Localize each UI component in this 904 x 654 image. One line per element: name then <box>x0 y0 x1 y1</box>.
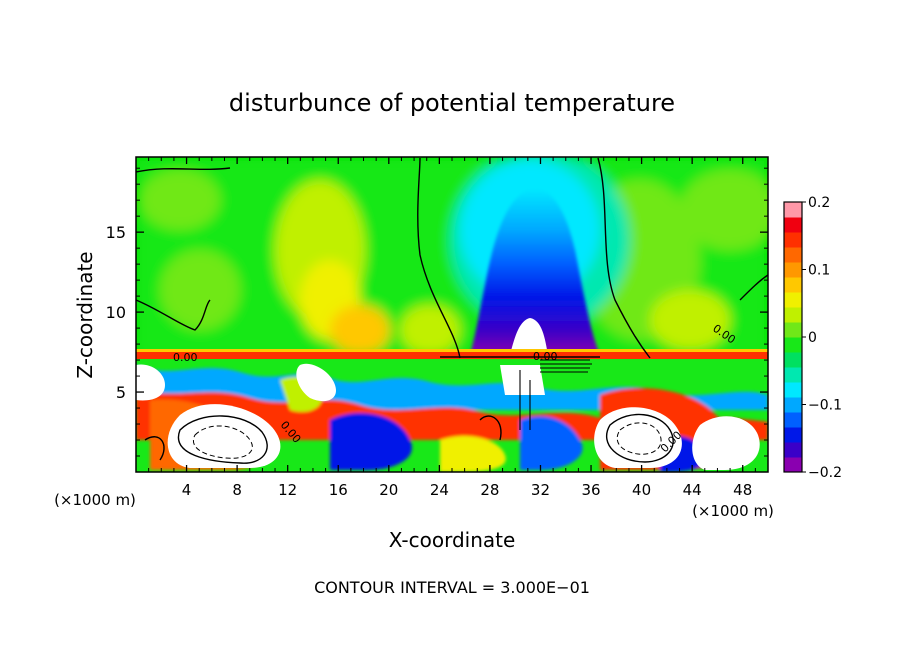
y-axis-label: Z-coordinate <box>73 251 97 378</box>
y-tick-label: 5 <box>116 383 126 402</box>
colorbar-swatch <box>784 382 802 398</box>
colorbar-tick-label: 0 <box>808 330 817 346</box>
contour-label: 0.00 <box>533 350 558 363</box>
colorbar-swatch <box>784 397 802 413</box>
colorbar-swatch <box>784 292 802 308</box>
colorbar-swatch <box>784 232 802 248</box>
colorbar-tick-label: 0.2 <box>808 195 830 211</box>
colorbar-tick-label: 0.1 <box>808 263 830 279</box>
x-tick-label: 36 <box>581 481 600 499</box>
x-axis-ticks: 4 8 12 16 20 24 28 32 36 40 44 48 <box>148 157 756 499</box>
x-tick-label: 4 <box>182 481 192 499</box>
colorbar-swatch <box>784 427 802 443</box>
y-tick-label: 10 <box>106 303 126 322</box>
colorbar-swatch <box>784 457 802 473</box>
colorbar-swatch <box>784 202 802 218</box>
x-tick-label: 16 <box>329 481 348 499</box>
contour-label: 0.00 <box>173 351 198 364</box>
x-tick-label: 20 <box>379 481 398 499</box>
x-tick-label: 28 <box>480 481 499 499</box>
colorbar-swatch <box>784 262 802 278</box>
heatmap-field <box>136 157 768 472</box>
colorbar-swatch <box>784 367 802 383</box>
colorbar-swatch <box>784 322 802 338</box>
x-tick-label: 8 <box>232 481 242 499</box>
x-tick-label: 48 <box>733 481 752 499</box>
y-axis-ticks: 5 10 15 <box>106 167 768 457</box>
x-unit-left: (×1000 m) <box>54 491 136 509</box>
colorbar-tick-label: −0.2 <box>808 465 842 481</box>
colorbar-swatch <box>784 247 802 263</box>
colorbar-swatch <box>784 412 802 428</box>
x-tick-label: 24 <box>430 481 449 499</box>
y-tick-label: 15 <box>106 223 126 242</box>
contour-interval-note: CONTOUR INTERVAL = 3.000E−01 <box>314 578 590 597</box>
colorbar-swatch <box>784 277 802 293</box>
colorbar-swatch <box>784 337 802 353</box>
x-tick-label: 44 <box>683 481 702 499</box>
colorbar-swatch <box>784 352 802 368</box>
colorbar: 0.2 0.1 0 −0.1 −0.2 <box>783 195 842 481</box>
x-axis-label: X-coordinate <box>389 528 516 552</box>
colorbar-swatch <box>784 307 802 323</box>
chart-title: disturbunce of potential temperature <box>229 89 675 117</box>
x-tick-label: 12 <box>278 481 297 499</box>
x-tick-label: 40 <box>632 481 651 499</box>
x-tick-label: 32 <box>531 481 550 499</box>
x-unit-right: (×1000 m) <box>692 502 774 520</box>
colorbar-tick-label: −0.1 <box>808 398 842 414</box>
colorbar-swatch <box>784 217 802 233</box>
colorbar-swatch <box>784 442 802 458</box>
